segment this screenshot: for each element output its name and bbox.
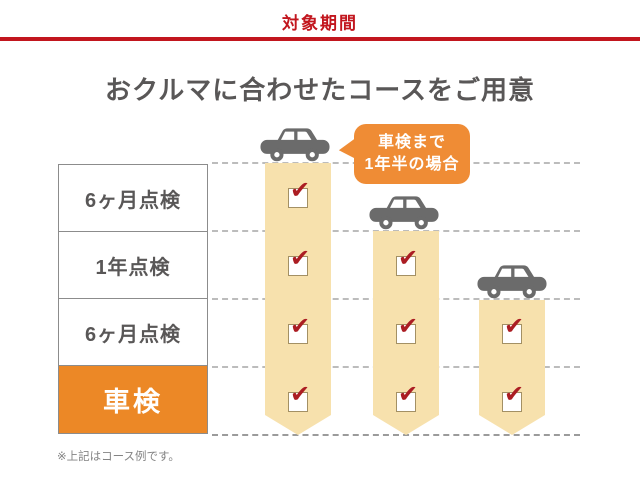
check-icon: ✔ — [504, 381, 525, 408]
car-icon — [260, 128, 330, 162]
checkbox-checked: ✔ — [502, 315, 524, 344]
check-icon: ✔ — [290, 313, 311, 340]
check-icon: ✔ — [398, 381, 419, 408]
course-bar-12month — [373, 231, 439, 435]
inspection-table: 6ヶ月点検 1年点検 6ヶ月点検 車検 — [58, 164, 208, 434]
check-icon: ✔ — [290, 177, 311, 204]
check-icon: ✔ — [398, 245, 419, 272]
speech-bubble-tail — [337, 138, 358, 163]
checkbox-checked: ✔ — [396, 315, 418, 344]
row-label: 1年点検 — [95, 256, 171, 279]
checkbox-checked: ✔ — [396, 383, 418, 412]
course-bar-18month — [265, 163, 331, 435]
row-label: 車検 — [103, 387, 163, 417]
check-icon: ✔ — [398, 313, 419, 340]
car-icon — [477, 265, 547, 299]
bar-arrow-tip — [373, 415, 439, 435]
gridline-bottom — [212, 434, 580, 436]
checkbox-checked: ✔ — [502, 383, 524, 412]
check-icon: ✔ — [290, 245, 311, 272]
speech-bubble: 車検まで 1年半の場合 — [337, 124, 470, 184]
checkbox-checked: ✔ — [288, 247, 310, 276]
footnote: ※上記はコース例です。 — [57, 451, 180, 463]
header-divider-line — [0, 37, 640, 41]
page-title: おクルマに合わせたコースをご用意 — [105, 75, 535, 105]
table-row-1year: 1年点検 — [59, 232, 207, 299]
row-label: 6ヶ月点検 — [84, 189, 182, 212]
car-icon — [369, 196, 439, 230]
bubble-text-line1: 車検まで — [377, 133, 446, 151]
bar-arrow-tip — [479, 415, 545, 435]
checkbox-checked: ✔ — [288, 179, 310, 208]
checkbox-checked: ✔ — [288, 315, 310, 344]
row-label: 6ヶ月点検 — [84, 323, 182, 346]
checkbox-checked: ✔ — [396, 247, 418, 276]
table-row-6month-second: 6ヶ月点検 — [59, 299, 207, 366]
table-row-shaken: 車検 — [59, 366, 207, 433]
bar-arrow-tip — [265, 415, 331, 435]
checkbox-checked: ✔ — [288, 383, 310, 412]
check-icon: ✔ — [504, 313, 525, 340]
bubble-text-line2: 1年半の場合 — [364, 156, 460, 173]
table-row-6month-first: 6ヶ月点検 — [59, 165, 207, 232]
header-label: 対象期間 — [282, 14, 358, 33]
check-icon: ✔ — [290, 381, 311, 408]
